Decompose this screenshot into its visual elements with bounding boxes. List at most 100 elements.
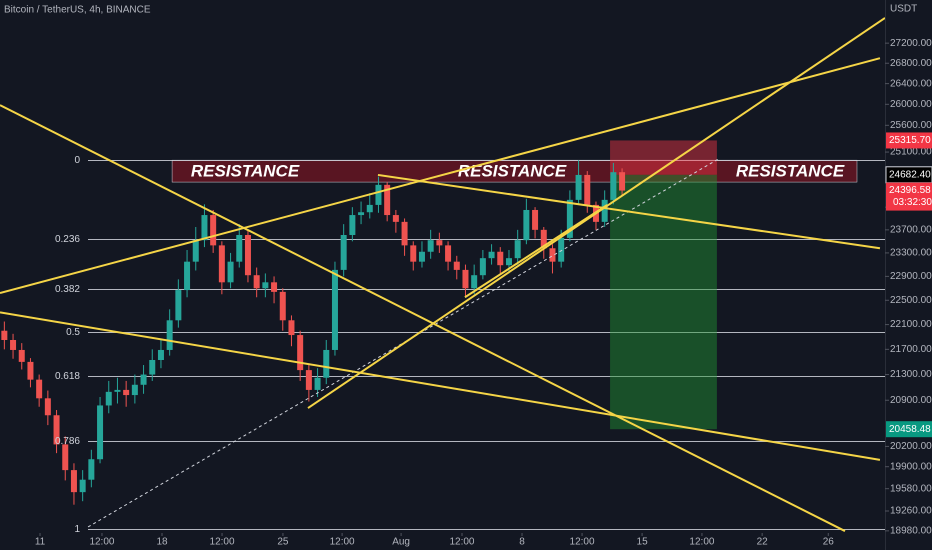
candle-body: [36, 379, 43, 399]
candle-body: [366, 204, 373, 213]
symbol-title: Bitcoin / TetherUS, 4h, BINANCE: [4, 5, 151, 16]
candle-body: [488, 251, 495, 259]
candle-body: [323, 349, 330, 378]
candle-body: [549, 248, 556, 262]
x-tick-label: 15: [637, 537, 649, 548]
candle-body: [79, 479, 86, 493]
candle-body: [140, 374, 147, 385]
candle-body: [384, 184, 391, 216]
candle-body: [236, 235, 243, 262]
fib-label: 0.382: [55, 284, 80, 295]
candle-body: [149, 359, 156, 375]
candle-body: [210, 215, 217, 246]
candle-body: [227, 261, 234, 283]
fib-label: 1: [74, 524, 80, 535]
fib-label: 0.5: [66, 327, 80, 338]
y-tick-label: 23700.00: [890, 224, 932, 235]
x-tick-label: 25: [277, 537, 289, 548]
x-tick-label: 26: [823, 537, 835, 548]
candle-body: [349, 215, 356, 236]
candle-body: [445, 245, 452, 262]
price-label-box: [886, 182, 932, 211]
candle-body: [157, 349, 164, 360]
candle-body: [566, 199, 573, 238]
candle-body: [375, 184, 382, 205]
y-tick-label: 25100.00: [890, 147, 932, 158]
y-tick-label: 19580.00: [890, 483, 932, 494]
x-tick-label: 22: [757, 537, 769, 548]
candle-body: [88, 459, 95, 480]
candle-body: [392, 215, 399, 222]
candle-body: [201, 215, 208, 241]
trendline: [0, 57, 881, 295]
y-tick-label: 22900.00: [890, 271, 932, 282]
candle-body: [401, 221, 408, 246]
candle-body: [453, 261, 460, 270]
x-tick-label: 12:00: [689, 537, 714, 548]
candle-body: [44, 398, 51, 416]
x-tick-label: 11: [35, 537, 46, 548]
candle-body: [601, 199, 608, 222]
y-tick-label: 19900.00: [890, 461, 932, 472]
candle-body: [358, 212, 365, 216]
y-tick-label: 21300.00: [890, 369, 932, 380]
candle-body: [314, 377, 321, 390]
candle-body: [410, 245, 417, 262]
x-tick-label: 12:00: [330, 537, 355, 548]
candle-body: [340, 235, 347, 270]
candle-body: [558, 237, 565, 262]
stop-zone: [610, 140, 717, 175]
candle-body: [70, 470, 77, 493]
candle-body: [1, 330, 8, 341]
trendline: [307, 17, 885, 409]
currency: USDT: [890, 4, 917, 15]
candle-body: [584, 174, 591, 205]
fib-label: 0: [74, 155, 80, 166]
candle-body: [131, 384, 138, 396]
candle-body: [514, 240, 521, 259]
candle-body: [540, 229, 547, 249]
x-tick-label: 18: [156, 537, 168, 548]
candle-body: [471, 275, 478, 289]
dashed-trendline: [87, 157, 721, 528]
x-tick-label: Aug: [392, 537, 410, 548]
x-tick-label: 12:00: [449, 537, 474, 548]
x-tick-label: 8: [519, 537, 525, 548]
trendline: [464, 204, 608, 299]
countdown: 03:32:30: [893, 197, 932, 208]
price-axis: 27200.00 26800.00 26400.00 26000.00 25600.00…: [885, 38, 932, 536]
y-tick-label: 22500.00: [890, 295, 932, 306]
price-label: 20458.48: [889, 424, 931, 435]
candle-body: [62, 444, 69, 471]
zone-label: RESISTANCE: [191, 162, 300, 181]
candle-body: [192, 240, 199, 262]
y-tick-label: 20900.00: [890, 395, 932, 406]
y-tick-label: 26000.00: [890, 99, 932, 110]
x-tick-label: 12:00: [89, 537, 114, 548]
candle-body: [27, 361, 34, 380]
trendline: [377, 173, 881, 250]
candle-body: [305, 370, 312, 390]
candle-body: [532, 209, 539, 230]
price-label-box: [886, 421, 932, 438]
y-tick-label: 26800.00: [890, 58, 932, 69]
candle-body: [271, 282, 278, 292]
y-tick-label: 18980.00: [890, 525, 932, 536]
candle-body: [53, 415, 60, 445]
x-tick-label: 12:00: [210, 537, 235, 548]
candle-body: [462, 269, 469, 289]
candle-body: [166, 320, 173, 350]
candle-body: [244, 235, 251, 276]
price-label: 25315.70: [889, 135, 931, 146]
price-label: 24396.58: [889, 185, 931, 196]
fib-label: 0.236: [55, 234, 80, 245]
candle-body: [331, 269, 338, 350]
candle-body: [218, 245, 225, 283]
candle-body: [175, 290, 182, 321]
candle-body: [184, 261, 191, 291]
candle-body: [18, 349, 25, 362]
candle-body: [505, 258, 512, 266]
candle-body: [497, 251, 504, 266]
candle-body: [619, 172, 626, 191]
